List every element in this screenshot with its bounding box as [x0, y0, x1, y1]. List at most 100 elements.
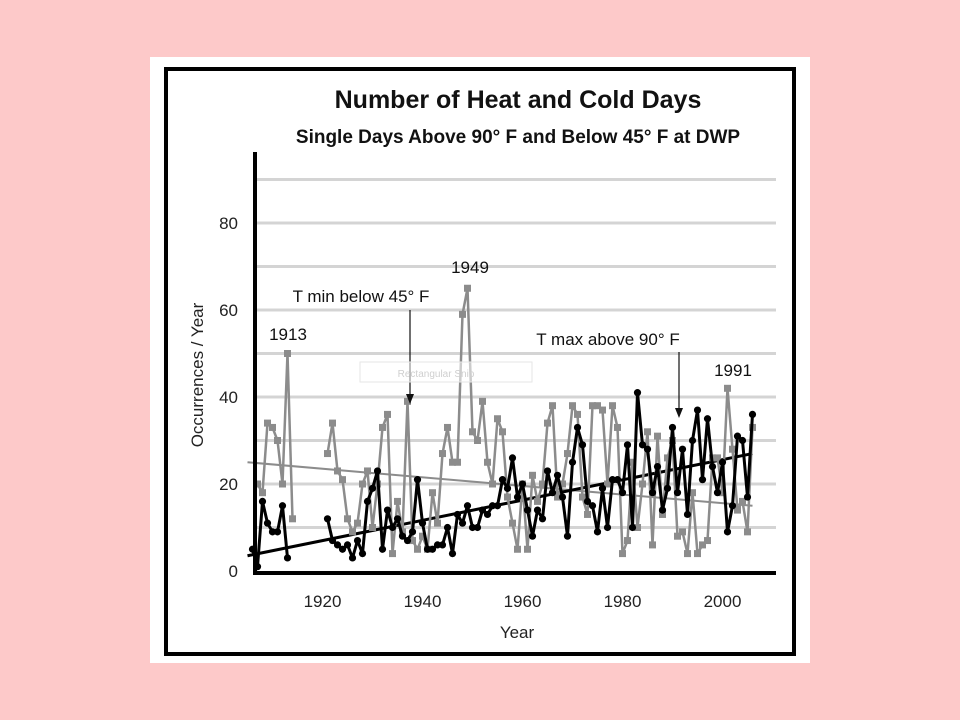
data-point	[438, 541, 447, 549]
data-point	[463, 502, 472, 510]
x-tick-label: 1980	[604, 592, 642, 611]
data-point	[494, 415, 501, 423]
data-point	[698, 476, 707, 484]
data-point	[674, 532, 681, 540]
data-point	[408, 528, 417, 536]
data-point	[628, 523, 637, 532]
data-point	[733, 432, 742, 440]
data-point	[458, 519, 467, 527]
data-point	[403, 536, 412, 545]
data-point	[283, 554, 292, 562]
data-point	[354, 519, 361, 527]
data-point	[719, 489, 726, 497]
data-point	[469, 428, 476, 436]
data-point	[564, 450, 571, 458]
data-point	[533, 506, 542, 514]
data-point	[503, 484, 512, 492]
data-point	[563, 532, 572, 540]
annotation-1991: 1991	[714, 361, 752, 380]
data-point	[683, 510, 692, 519]
data-point	[634, 524, 641, 531]
data-point	[553, 471, 562, 479]
chart-subtitle: Single Days Above 90° F and Below 45° F …	[296, 127, 741, 148]
data-point	[343, 541, 352, 549]
data-point	[359, 480, 366, 488]
data-point	[598, 484, 607, 492]
data-point	[608, 476, 617, 484]
data-point	[258, 497, 267, 505]
data-point	[379, 423, 386, 431]
data-series	[248, 284, 757, 571]
data-point	[549, 402, 556, 410]
trend-line	[247, 461, 753, 507]
data-point	[289, 515, 296, 523]
data-point	[504, 493, 511, 501]
data-point	[279, 480, 286, 488]
data-point	[349, 528, 356, 536]
data-point	[358, 550, 367, 558]
data-point	[738, 436, 747, 445]
data-point	[448, 550, 457, 558]
data-point	[578, 441, 587, 449]
data-point	[488, 502, 497, 510]
data-point	[429, 489, 436, 497]
data-point	[383, 506, 392, 514]
data-point	[394, 497, 401, 505]
data-point	[284, 350, 291, 357]
data-point	[373, 467, 382, 475]
data-point	[708, 463, 717, 471]
annotation-1949: 1949	[451, 258, 489, 277]
data-point	[654, 432, 661, 440]
snip-overlay-box	[359, 361, 533, 383]
data-point	[704, 537, 711, 545]
data-point	[638, 441, 647, 449]
data-point	[584, 510, 591, 518]
data-point	[393, 515, 402, 523]
series-group	[248, 389, 757, 571]
y-axis-label: Occurrences / Year	[188, 302, 207, 447]
data-point	[599, 406, 606, 414]
data-point	[464, 284, 471, 292]
data-point	[278, 502, 287, 510]
data-point	[369, 524, 376, 531]
data-point	[589, 402, 596, 410]
data-point	[568, 458, 577, 466]
annotation-1913: 1913	[269, 325, 307, 344]
data-point	[418, 519, 427, 527]
x-tick-label: 1960	[504, 592, 542, 611]
slide-background-panel	[150, 57, 810, 663]
data-point	[328, 536, 337, 545]
data-point	[703, 415, 712, 423]
data-point	[474, 437, 481, 444]
data-point	[449, 458, 456, 466]
data-point	[678, 445, 687, 453]
data-point	[548, 489, 557, 497]
data-point	[699, 541, 706, 549]
data-point	[579, 493, 586, 501]
series-group	[254, 284, 756, 558]
data-point	[409, 537, 416, 545]
data-point	[479, 397, 486, 405]
data-point	[508, 454, 517, 462]
data-point	[729, 445, 736, 453]
data-point	[723, 528, 732, 536]
data-point	[643, 445, 652, 453]
x-tick-label: 1920	[304, 592, 342, 611]
data-point	[658, 506, 667, 514]
data-point	[509, 519, 516, 527]
data-point	[649, 541, 656, 549]
data-point	[364, 467, 371, 475]
data-point	[268, 528, 277, 536]
data-point	[603, 523, 612, 532]
y-tick-label: 80	[219, 214, 238, 233]
data-point	[618, 489, 627, 497]
data-point	[554, 493, 561, 501]
data-point	[484, 458, 491, 466]
series-line	[256, 352, 294, 519]
data-point	[443, 523, 452, 532]
data-point	[473, 523, 482, 532]
data-point	[573, 423, 582, 432]
data-point	[468, 523, 477, 532]
chart-title: Number of Heat and Cold Days	[335, 86, 702, 114]
data-point	[693, 406, 702, 414]
